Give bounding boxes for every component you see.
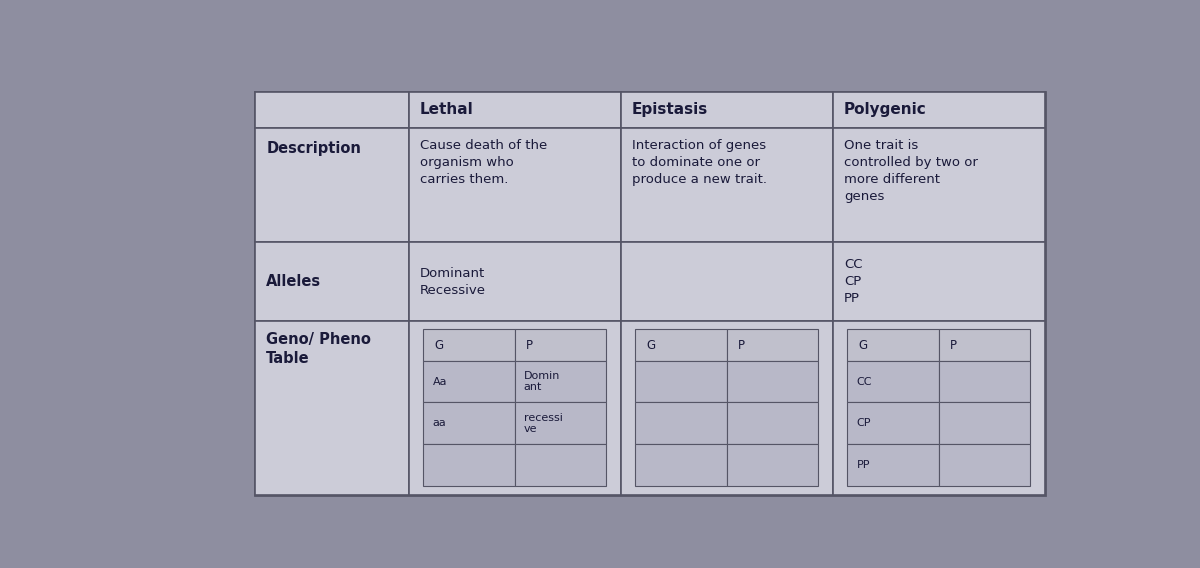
Bar (424, 361, 515, 403)
Text: Aa: Aa (432, 377, 448, 387)
Text: CC
CP
PP: CC CP PP (844, 258, 863, 305)
Text: CC: CC (857, 377, 872, 387)
Text: PP: PP (857, 460, 870, 470)
Bar (620, 243, 833, 321)
Bar (833, 92, 1045, 128)
Bar (938, 444, 1030, 486)
Text: CP: CP (857, 418, 871, 428)
Bar (833, 243, 1045, 321)
Bar (408, 243, 620, 321)
Bar (636, 403, 727, 444)
Text: Geno/ Pheno
Table: Geno/ Pheno Table (266, 332, 371, 366)
Bar (408, 128, 620, 243)
Bar (256, 321, 408, 495)
Text: G: G (858, 339, 868, 352)
Bar (847, 403, 938, 444)
Text: Description: Description (266, 141, 361, 156)
Bar (847, 444, 938, 486)
Text: recessi
ve: recessi ve (523, 412, 563, 434)
Bar (424, 329, 515, 361)
Bar (408, 321, 620, 495)
Bar (847, 329, 938, 361)
Text: Interaction of genes
to dominate one or
produce a new trait.: Interaction of genes to dominate one or … (631, 139, 767, 186)
Text: Lethal: Lethal (420, 102, 474, 118)
Text: P: P (738, 339, 744, 352)
Bar (833, 321, 1045, 495)
Text: G: G (434, 339, 444, 352)
Bar (424, 444, 515, 486)
Bar (636, 329, 727, 361)
Text: P: P (949, 339, 956, 352)
Bar (408, 92, 620, 128)
Bar (938, 329, 1030, 361)
Text: Polygenic: Polygenic (844, 102, 926, 118)
Bar (515, 329, 606, 361)
Bar (727, 329, 817, 361)
Text: Epistasis: Epistasis (631, 102, 708, 118)
Bar (938, 403, 1030, 444)
Text: One trait is
controlled by two or
more different
genes: One trait is controlled by two or more d… (844, 139, 978, 203)
Bar (620, 92, 833, 128)
Text: Dominant
Recessive: Dominant Recessive (420, 266, 486, 296)
Bar (620, 128, 833, 243)
Bar (727, 444, 817, 486)
Text: Alleles: Alleles (266, 274, 322, 289)
Bar (515, 403, 606, 444)
Text: Cause death of the
organism who
carries them.: Cause death of the organism who carries … (420, 139, 547, 186)
Text: G: G (647, 339, 655, 352)
Bar (938, 361, 1030, 403)
Bar (833, 128, 1045, 243)
Bar (256, 92, 1045, 495)
Bar (515, 444, 606, 486)
Bar (727, 403, 817, 444)
Text: Domin
ant: Domin ant (523, 371, 560, 392)
Bar (256, 243, 408, 321)
Bar (847, 361, 938, 403)
Text: P: P (526, 339, 533, 352)
Bar (424, 403, 515, 444)
Bar (636, 444, 727, 486)
Bar (636, 361, 727, 403)
Bar (620, 321, 833, 495)
Bar (256, 92, 408, 128)
Bar (727, 361, 817, 403)
Bar (515, 361, 606, 403)
Bar (256, 128, 408, 243)
Text: aa: aa (432, 418, 446, 428)
